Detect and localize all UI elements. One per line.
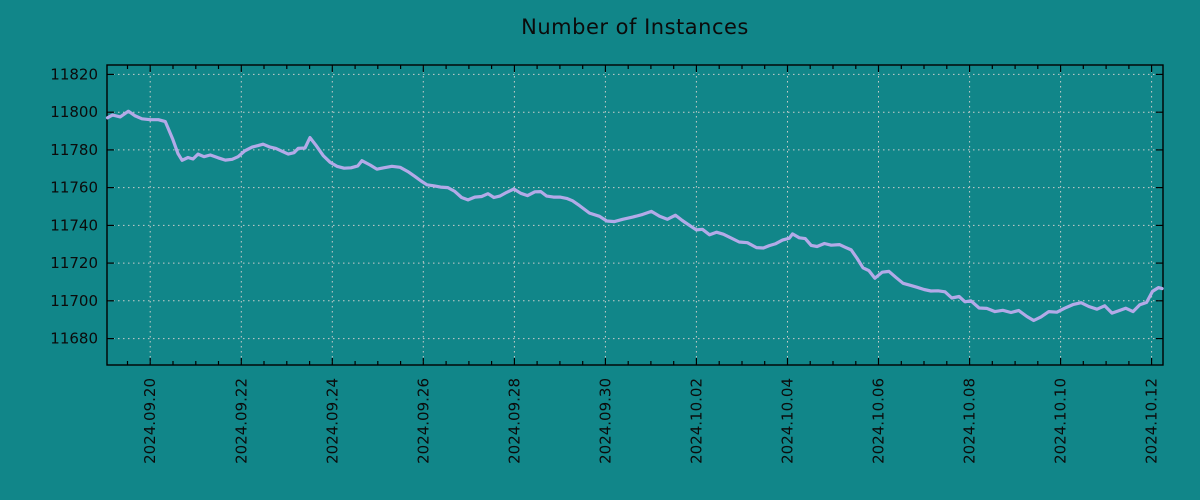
plot-frame xyxy=(106,64,1164,366)
grid-lines xyxy=(108,66,1162,364)
y-tick-label: 11680 xyxy=(50,330,98,348)
x-tick-label: 2024.10.02 xyxy=(687,378,705,464)
y-tick-label: 11820 xyxy=(50,65,98,83)
x-tick-label: 2024.10.04 xyxy=(779,378,797,464)
y-tick-label: 11700 xyxy=(50,292,98,310)
x-tick-labels: 2024.09.20 2024.09.22 2024.09.24 2024.09.26… xyxy=(141,378,1160,464)
series-line xyxy=(105,109,1164,323)
y-tick-label: 11800 xyxy=(50,103,98,121)
x-tick-label: 2024.09.24 xyxy=(323,378,341,464)
y-tick-label: 11740 xyxy=(50,216,98,234)
y-tick-label: 11720 xyxy=(50,254,98,272)
y-tick-label: 11760 xyxy=(50,179,98,197)
x-tick-label: 2024.09.28 xyxy=(505,378,523,464)
y-tick-label: 11780 xyxy=(50,141,98,159)
x-tick-label: 2024.09.22 xyxy=(232,378,250,464)
x-tick-label: 2024.10.10 xyxy=(1052,378,1070,464)
x-tick-label: 2024.09.20 xyxy=(141,378,159,464)
chart-title: Number of Instances xyxy=(521,15,749,39)
x-tick-label: 2024.09.26 xyxy=(414,378,432,464)
x-tick-label: 2024.10.08 xyxy=(961,378,979,464)
x-tick-label: 2024.10.12 xyxy=(1143,378,1161,464)
x-tick-label: 2024.09.30 xyxy=(596,378,614,464)
x-tick-label: 2024.10.06 xyxy=(870,378,888,464)
y-tick-labels: 11680 11700 11720 11740 11760 11780 11800 11820 xyxy=(50,65,98,347)
series-lines xyxy=(105,109,1164,323)
